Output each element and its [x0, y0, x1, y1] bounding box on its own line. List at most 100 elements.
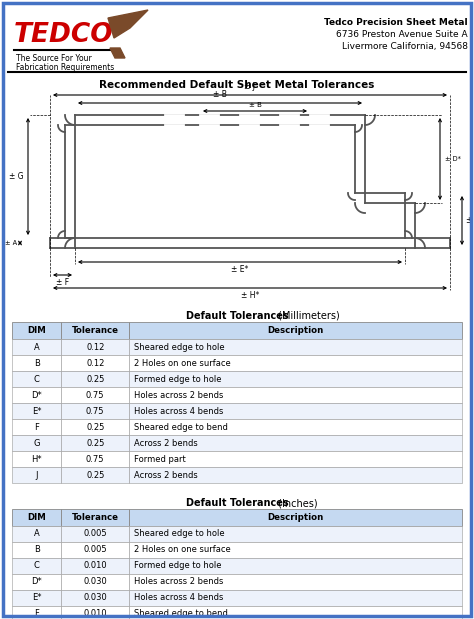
Text: F: F [34, 610, 39, 618]
Bar [12, 355, 62, 371]
Bar [12, 435, 62, 451]
Bar [129, 590, 462, 606]
Text: 0.030: 0.030 [83, 594, 107, 602]
Bar [12, 419, 62, 435]
Text: E*: E* [32, 594, 42, 602]
Bar [62, 371, 129, 387]
Text: Formed edge to hole: Formed edge to hole [134, 374, 221, 384]
Text: Livermore California, 94568: Livermore California, 94568 [342, 42, 468, 51]
Polygon shape [108, 10, 148, 38]
Bar [62, 574, 129, 590]
Text: ± E*: ± E* [231, 265, 249, 274]
Text: 0.75: 0.75 [86, 454, 104, 464]
Text: DIM: DIM [27, 326, 46, 335]
Text: B: B [34, 358, 40, 368]
Text: ± H*: ± H* [241, 291, 259, 300]
Bar [12, 339, 62, 355]
Bar [62, 435, 129, 451]
Text: Formed part: Formed part [134, 454, 186, 464]
Text: Sheared edge to hole: Sheared edge to hole [134, 342, 225, 352]
Text: G: G [34, 438, 40, 448]
Text: J: J [36, 470, 38, 480]
Bar [12, 509, 62, 526]
Text: Description: Description [267, 513, 324, 522]
Text: Holes across 2 bends: Holes across 2 bends [134, 578, 223, 586]
Text: 0.75: 0.75 [86, 407, 104, 415]
Text: C: C [34, 374, 40, 384]
Text: A: A [34, 529, 40, 539]
Text: 6736 Preston Avenue Suite A: 6736 Preston Avenue Suite A [337, 30, 468, 39]
Text: ± J: ± J [245, 82, 255, 91]
Bar [62, 355, 129, 371]
Text: ± G: ± G [9, 172, 24, 181]
Bar [129, 322, 462, 339]
Text: 2 Holes on one surface: 2 Holes on one surface [134, 358, 231, 368]
Bar [62, 590, 129, 606]
Bar [62, 419, 129, 435]
Bar [12, 558, 62, 574]
Text: Sheared edge to bend: Sheared edge to bend [134, 423, 228, 431]
Text: E*: E* [32, 407, 42, 415]
Bar [12, 403, 62, 419]
Bar [12, 606, 62, 619]
Bar [129, 387, 462, 403]
Text: (Inches): (Inches) [275, 498, 318, 508]
Bar [12, 387, 62, 403]
Text: (Millimeters): (Millimeters) [275, 311, 339, 321]
Text: DIM: DIM [27, 513, 46, 522]
Text: The Source For Your: The Source For Your [16, 54, 92, 63]
Bar [129, 526, 462, 542]
Bar [129, 403, 462, 419]
Bar [62, 526, 129, 542]
Text: 0.005: 0.005 [83, 545, 107, 555]
Bar [129, 606, 462, 619]
Text: 0.010: 0.010 [83, 610, 107, 618]
Text: 0.12: 0.12 [86, 342, 104, 352]
Text: ± D*: ± D* [445, 156, 461, 162]
Bar [129, 467, 462, 483]
Text: Sheared edge to bend: Sheared edge to bend [134, 610, 228, 618]
Bar [12, 526, 62, 542]
Text: D*: D* [31, 391, 42, 399]
Bar [62, 558, 129, 574]
Bar [129, 339, 462, 355]
Text: ± A: ± A [5, 240, 17, 246]
Text: TEDCO: TEDCO [14, 22, 114, 48]
Bar [129, 558, 462, 574]
Bar [129, 419, 462, 435]
Text: Holes across 4 bends: Holes across 4 bends [134, 594, 223, 602]
Text: Sheared edge to hole: Sheared edge to hole [134, 529, 225, 539]
Bar [62, 542, 129, 558]
Text: F: F [34, 423, 39, 431]
Text: ± B: ± B [213, 90, 227, 99]
Text: Holes across 4 bends: Holes across 4 bends [134, 407, 223, 415]
Text: Tedco Precision Sheet Metal: Tedco Precision Sheet Metal [324, 18, 468, 27]
Text: 0.25: 0.25 [86, 438, 104, 448]
Text: Across 2 bends: Across 2 bends [134, 438, 198, 448]
Text: Default Tolerances: Default Tolerances [186, 311, 288, 321]
Bar [129, 574, 462, 590]
Text: 0.25: 0.25 [86, 470, 104, 480]
Text: 0.12: 0.12 [86, 358, 104, 368]
Bar [62, 339, 129, 355]
Bar [12, 467, 62, 483]
Bar [129, 509, 462, 526]
Bar [12, 574, 62, 590]
Bar [129, 435, 462, 451]
Bar [12, 542, 62, 558]
Text: Tolerance: Tolerance [72, 326, 119, 335]
Bar [62, 403, 129, 419]
Text: ± C: ± C [466, 216, 474, 225]
Bar [62, 606, 129, 619]
Text: Fabrication Requirements: Fabrication Requirements [16, 63, 114, 72]
Bar [62, 387, 129, 403]
Text: Formed edge to hole: Formed edge to hole [134, 561, 221, 571]
Text: 0.010: 0.010 [83, 561, 107, 571]
Bar [129, 451, 462, 467]
Text: Description: Description [267, 326, 324, 335]
Bar [12, 371, 62, 387]
Text: 0.25: 0.25 [86, 374, 104, 384]
Text: Recommended Default Sheet Metal Tolerances: Recommended Default Sheet Metal Toleranc… [100, 80, 374, 90]
Text: B: B [34, 545, 40, 555]
Bar [62, 451, 129, 467]
